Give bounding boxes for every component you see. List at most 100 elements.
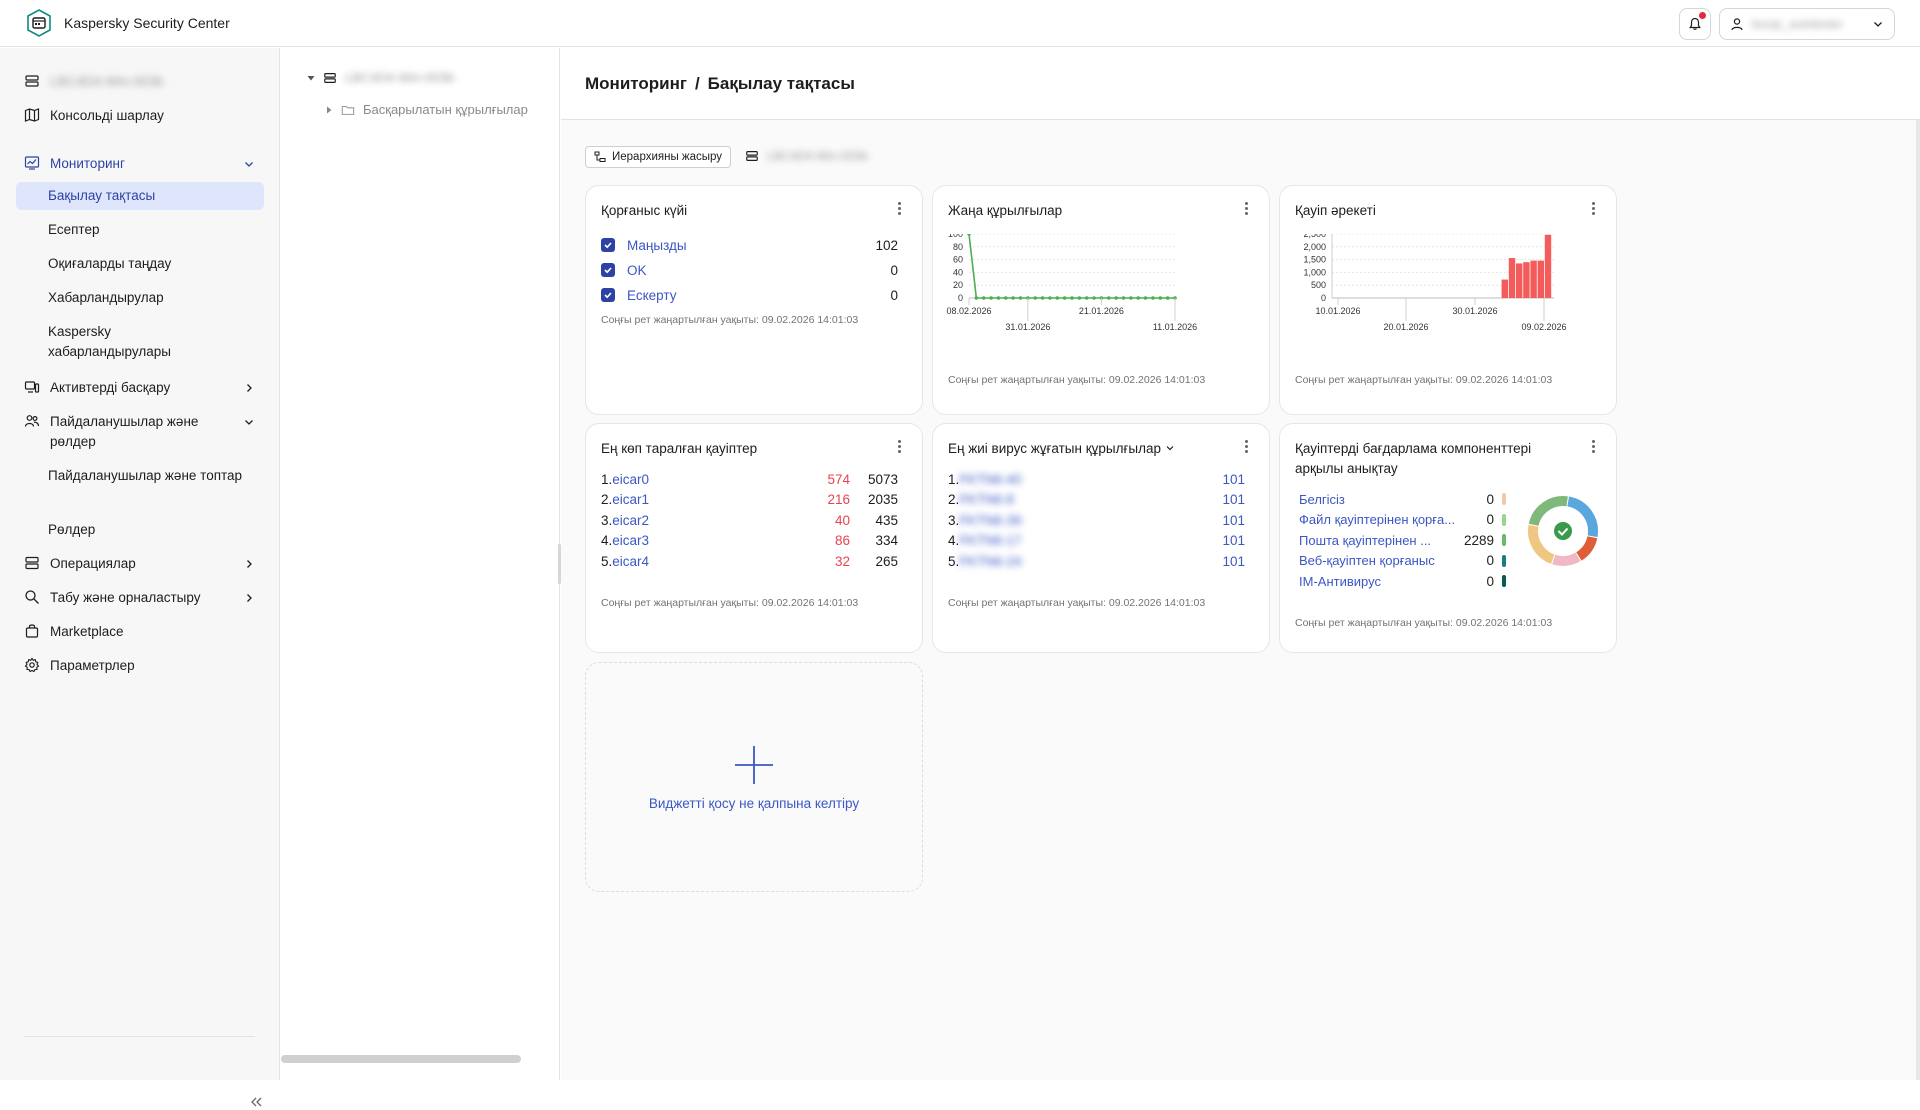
protection-label[interactable]: Маңызды (627, 237, 687, 253)
checkbox-warning[interactable] (601, 288, 615, 302)
widget-updated: Соңғы рет жаңартылған уақыты: 09.02.2026… (948, 374, 1206, 386)
sidebar-console-layout-label: Консольді шарлау (50, 108, 164, 123)
tree-horizontal-scrollbar[interactable] (281, 1055, 521, 1063)
infected-device-row: 2. FKTN6-8 101 (948, 490, 1245, 510)
threat-name[interactable]: eicar0 (612, 471, 650, 487)
plus-icon (735, 745, 773, 784)
device-name[interactable]: FKTN6-39 (959, 512, 1022, 528)
component-label[interactable]: Веб-қауіптен қорғаныс (1299, 553, 1435, 568)
sidebar-divider (24, 1036, 255, 1037)
widget-menu-icon[interactable] (1590, 200, 1596, 216)
sidebar-item-discovery[interactable]: Табу және орналастыру (16, 584, 264, 612)
device-name[interactable]: FKTN6-8 (959, 492, 1015, 507)
component-label[interactable]: Пошта қауіптерінен ... (1299, 532, 1432, 548)
x-tick-label: 31.01.2026 (1005, 322, 1050, 332)
app-title: Kaspersky Security Center (64, 15, 230, 31)
breadcrumb-monitoring[interactable]: Мониторинг (585, 74, 687, 93)
protection-label[interactable]: Ескерту (627, 287, 677, 303)
checkbox-critical[interactable] (601, 238, 615, 252)
bar (1537, 260, 1544, 298)
widget-menu-icon[interactable] (896, 200, 902, 216)
sidebar-item-settings[interactable]: Параметрлер (16, 652, 264, 680)
user-menu-button[interactable]: kscqc_autotester (1719, 8, 1895, 40)
tree-server-label: LBC4D4-Win-003b (345, 70, 455, 85)
sidebar-item-reports[interactable]: Есептер (48, 222, 100, 237)
threat-name[interactable]: eicar2 (612, 512, 650, 528)
component-value: 0 (1486, 512, 1494, 527)
data-point (981, 296, 986, 300)
widget-menu-icon[interactable] (1243, 438, 1249, 454)
threat-row: 3. eicar2 40 435 (601, 510, 898, 530)
device-name[interactable]: FKTN6-24 (959, 553, 1022, 569)
component-color-swatch (1502, 493, 1506, 505)
sidebar-discovery-label: Табу және орналастыру (50, 590, 201, 605)
threat-red-count: 216 (827, 492, 850, 507)
threat-red-count: 86 (834, 533, 850, 548)
app-logo[interactable]: Kaspersky Security Center (24, 8, 230, 38)
sidebar-item-assets[interactable]: Активтерді басқару (16, 374, 264, 402)
widget-top-threats: Ең көп таралған қауіптер 1. eicar0 574 5073… (585, 423, 923, 653)
chevron-down-icon[interactable] (1165, 443, 1175, 453)
tree-node-managed-devices[interactable]: Басқарылатын құрылғылар (325, 102, 528, 117)
sidebar-item-event-selection[interactable]: Оқиғаларды таңдау (48, 256, 172, 271)
device-count[interactable]: 101 (1222, 512, 1245, 528)
component-label[interactable]: Белгісіз (1299, 491, 1345, 507)
user-name: kscqc_autotester (1752, 17, 1843, 31)
device-rank: 3. (948, 512, 960, 528)
add-widget-button[interactable]: Виджетті қосу не қалпына келтіру (585, 662, 923, 892)
widget-menu-icon[interactable] (1590, 438, 1596, 454)
device-name[interactable]: FKTN6-17 (959, 533, 1022, 548)
device-count[interactable]: 101 (1222, 492, 1245, 507)
expand-triangle-icon[interactable] (307, 74, 315, 82)
widget-top-infected-devices: Ең жиі вирус жұғатын құрылғылар 1. FKTN6-… (932, 423, 1270, 653)
sidebar-item-server[interactable]: LBC4D4-Win-003b (16, 68, 264, 96)
tree-node-server[interactable]: LBC4D4-Win-003b (307, 70, 454, 85)
current-server-label: LBC4D4-Win-003b (767, 149, 868, 163)
device-count[interactable]: 101 (1222, 471, 1245, 487)
protection-label[interactable]: OK (627, 262, 647, 278)
pane-splitter[interactable] (558, 544, 561, 584)
sidebar-item-console-layout[interactable]: Консольді шарлау (16, 102, 264, 130)
threat-rank: 2. (601, 492, 613, 507)
sidebar-item-roles[interactable]: Рөлдер (48, 522, 96, 537)
notifications-button[interactable] (1679, 8, 1711, 40)
threat-name[interactable]: eicar4 (612, 553, 650, 569)
sidebar-item-users-groups[interactable]: Пайдаланушылар және топтар (48, 468, 243, 483)
hide-hierarchy-button[interactable]: Иерархияны жасыру (585, 146, 732, 168)
monitoring-icon (24, 156, 40, 170)
device-count[interactable]: 101 (1222, 553, 1245, 569)
threat-name[interactable]: eicar1 (612, 492, 650, 507)
expand-triangle-icon[interactable] (325, 106, 333, 114)
sidebar-item-monitoring[interactable]: Мониторинг (16, 150, 264, 178)
widget-menu-icon[interactable] (1243, 200, 1249, 216)
checkbox-ok[interactable] (601, 263, 615, 277)
device-name[interactable]: FKTN6-40 (959, 471, 1022, 487)
collapse-sidebar-icon[interactable] (248, 1094, 264, 1110)
component-label[interactable]: Файл қауіптерінен қорға... (1299, 512, 1456, 527)
x-tick-label: 20.01.2026 (1383, 322, 1428, 332)
threat-name[interactable]: eicar3 (612, 533, 650, 548)
x-tick-label: 08.02.2026 (946, 306, 991, 316)
y-tick-label: 0 (958, 293, 963, 303)
sidebar-item-dashboard[interactable]: Бақылау тақтасы (16, 182, 264, 210)
donut-segment (1528, 496, 1568, 527)
sidebar-item-marketplace[interactable]: Marketplace (16, 618, 264, 646)
sidebar-item-operations[interactable]: Операциялар (16, 550, 264, 578)
sidebar-item-kaspersky-notifications[interactable]: Kaspersky хабарландырулары (48, 324, 171, 359)
threats-by-component-donut-chart (1528, 496, 1598, 566)
notification-badge (1699, 12, 1706, 19)
sidebar-assets-label: Активтерді басқару (50, 380, 171, 395)
device-count[interactable]: 101 (1222, 533, 1245, 548)
data-point (1143, 296, 1148, 300)
y-tick-label: 60 (953, 255, 963, 265)
widget-new-devices: Жаңа құрылғылар 100 80 60 40 20 0 08.02.2026 31… (932, 185, 1270, 415)
sidebar-item-notifications[interactable]: Хабарландырулар (48, 290, 164, 305)
component-label[interactable]: IM-Антивирус (1299, 573, 1381, 589)
sidebar-item-users-roles[interactable]: Пайдаланушылар және рөлдер (16, 408, 264, 456)
component-value: 0 (1486, 491, 1494, 507)
gear-icon (24, 657, 40, 673)
data-point (1070, 296, 1074, 300)
widget-menu-icon[interactable] (896, 438, 902, 454)
chevron-right-icon (247, 560, 252, 568)
main-vertical-scrollbar[interactable] (1916, 120, 1920, 1080)
